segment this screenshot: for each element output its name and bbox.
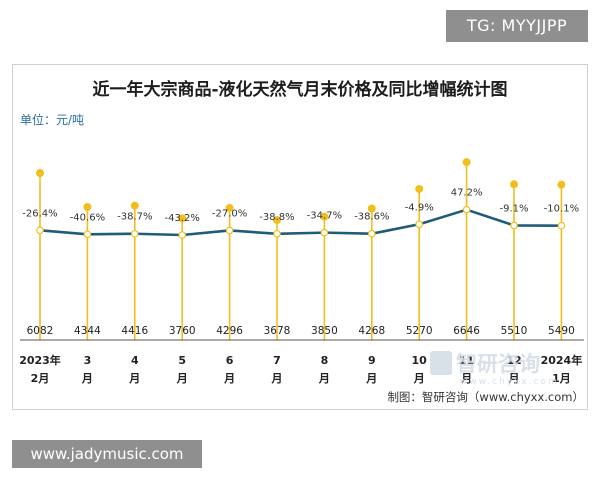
yoy-label: -43.2%: [165, 213, 200, 224]
logo-text: 智研咨询: [456, 352, 540, 376]
price-label: 4268: [358, 325, 385, 337]
logo-watermark: 智研咨询 www.chyxx.com: [430, 351, 559, 387]
x-tick-label: 月: [176, 372, 188, 385]
chart-unit: 单位：元/吨: [20, 112, 84, 127]
price-point: [320, 212, 329, 221]
x-tick-label: 8: [321, 354, 329, 367]
chart-source: 制图：智研咨询（www.chyxx.com）: [387, 390, 584, 404]
price-point: [367, 204, 376, 213]
x-tick-label: 月: [81, 372, 93, 385]
yoy-label: -27.0%: [212, 208, 247, 219]
price-label: 3760: [169, 325, 196, 337]
yoy-label: -38.7%: [117, 212, 152, 223]
yoy-point: [367, 229, 376, 238]
yoy-label: -38.8%: [259, 212, 294, 223]
price-point: [178, 214, 187, 223]
yoy-label: -10.1%: [544, 204, 579, 215]
watermark-bottom: www.jadymusic.com: [12, 440, 202, 468]
x-tick-label: 月: [318, 372, 330, 385]
yoy-label: -26.4%: [22, 208, 57, 219]
x-tick-label: 6: [226, 354, 234, 367]
x-tick-label: 月: [223, 372, 235, 385]
price-point: [462, 158, 471, 167]
price-point: [557, 180, 566, 189]
price-label: 4296: [216, 325, 243, 337]
yoy-line: [39, 208, 562, 237]
yoy-point: [510, 221, 518, 230]
chart-frame: [12, 64, 588, 410]
price-point: [225, 203, 234, 212]
yoy-label: -38.6%: [354, 212, 389, 223]
price-label: 3850: [311, 325, 338, 337]
yoy-label: -40.6%: [70, 212, 105, 223]
x-tick-label: 月: [365, 372, 377, 385]
yoy-point: [273, 229, 281, 238]
yoy-point: [415, 220, 424, 229]
price-label: 4344: [74, 325, 101, 337]
x-tick-label: 月: [508, 372, 520, 385]
watermark-top: TG: MYYJJPP: [446, 10, 588, 42]
price-point: [273, 216, 281, 224]
yoy-point: [178, 231, 187, 239]
price-point: [415, 184, 424, 193]
x-tick-label: 9: [368, 354, 376, 367]
x-tick-label: 7: [273, 354, 281, 367]
price-label: 5490: [548, 325, 575, 337]
price-label: 5270: [406, 325, 433, 337]
price-point: [510, 180, 518, 189]
yoy-point: [36, 226, 44, 235]
price-label: 3678: [264, 325, 291, 337]
chart: 近一年大宗商品-液化天然气月末价格及同比增幅统计图 单位：元/吨 6082 434…: [19, 79, 584, 404]
x-tick-label: 1月: [552, 372, 571, 385]
yoy-label: -4.9%: [405, 202, 434, 213]
logo-url: www.chyxx.com: [460, 377, 559, 387]
x-tick-label: 月: [128, 372, 140, 385]
yoy-point: [320, 228, 329, 237]
price-point: [130, 201, 139, 210]
x-tick-label: 2月: [31, 372, 50, 385]
price-point: [83, 203, 92, 212]
yoy-point: [462, 205, 471, 214]
yoy-point: [557, 221, 566, 230]
x-tick-label: 2024年: [541, 353, 583, 367]
price-label: 6646: [453, 325, 480, 337]
x-tick-label: 11: [459, 354, 474, 367]
price-label: 4416: [121, 325, 148, 337]
x-tick-label: 3: [84, 354, 92, 367]
x-tick-label: 5: [178, 354, 186, 367]
x-tick-label: 12: [506, 354, 521, 367]
yoy-point: [131, 229, 139, 238]
x-tick-label: 月: [460, 372, 472, 385]
price-point: [36, 169, 44, 178]
x-tick-label: 月: [271, 372, 283, 385]
x-tick-label: 2023年: [19, 353, 61, 367]
price-label: 6082: [27, 325, 54, 337]
logo-mark: [430, 351, 452, 375]
x-tick-label: 月: [413, 372, 425, 385]
yoy-label: -9.1%: [499, 203, 528, 214]
x-tick-label: 10: [412, 354, 428, 367]
yoy-label: 47.2%: [451, 188, 483, 199]
yoy-point: [225, 226, 234, 235]
yoy-point: [83, 230, 92, 239]
price-label: 5510: [501, 325, 528, 337]
yoy-label: -34.7%: [307, 211, 342, 222]
x-tick-label: 4: [131, 354, 139, 367]
chart-title: 近一年大宗商品-液化天然气月末价格及同比增幅统计图: [92, 79, 507, 100]
